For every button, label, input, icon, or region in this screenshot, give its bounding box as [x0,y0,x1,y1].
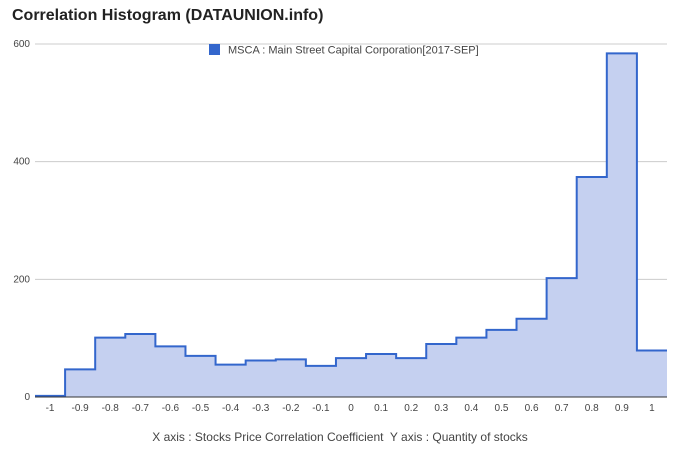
x-tick-label: -0.8 [102,403,120,414]
histogram-fill [35,53,667,398]
y-tick-label: 600 [13,39,30,50]
x-tick-label: -0.1 [312,403,330,414]
x-tick-label: -0.5 [192,403,210,414]
histogram-bin[interactable] [185,356,215,397]
histogram-bin[interactable] [547,278,577,397]
x-tick-label: -1 [46,403,55,414]
legend-swatch [209,44,220,55]
x-tick-label: 1 [649,403,655,414]
histogram-bin[interactable] [125,334,155,397]
x-tick-label: -0.3 [252,403,270,414]
x-tick-label: 0.5 [495,403,509,414]
x-tick-label: 0.4 [464,403,478,414]
x-axis-ticks: -1 -0.9 -0.8 -0.7 -0.6 -0.5 -0.4 -0.3 -0.2 -0.1 0 0… [46,403,656,414]
histogram-bin[interactable] [276,359,306,397]
histogram-bin[interactable] [486,330,516,397]
x-tick-label: 0.1 [374,403,388,414]
y-tick-label: 200 [13,274,30,285]
histogram-bin[interactable] [306,366,336,397]
chart-title: Correlation Histogram (DATAUNION.info) [12,7,324,24]
x-tick-label: -0.6 [162,403,180,414]
x-tick-label: 0.2 [404,403,418,414]
x-tick-label: -0.2 [282,403,300,414]
x-tick-label: 0.6 [525,403,539,414]
legend[interactable]: MSCA : Main Street Capital Corporation[2… [209,44,479,57]
histogram-bin[interactable] [607,53,637,397]
histogram-area [35,52,667,398]
x-axis-caption: X axis : Stocks Price Correlation Coeffi… [152,430,528,444]
histogram-bin[interactable] [366,354,396,397]
x-tick-label: 0.7 [555,403,569,414]
x-tick-label: -0.9 [72,403,90,414]
y-tick-label: 0 [24,392,30,403]
x-tick-label: -0.4 [222,403,240,414]
histogram-bin[interactable] [426,344,456,397]
histogram-bin[interactable] [155,346,185,397]
x-tick-label: 0 [348,403,354,414]
histogram-bin[interactable] [517,319,547,397]
x-tick-label: 0.8 [585,403,599,414]
histogram-bin[interactable] [456,338,486,397]
histogram-bin[interactable] [216,365,246,397]
histogram-bin[interactable] [577,177,607,397]
histogram-line [35,52,667,397]
y-tick-label: 400 [13,157,30,168]
histogram-bin[interactable] [95,338,125,397]
x-tick-label: -0.7 [132,403,150,414]
legend-label: MSCA : Main Street Capital Corporation[2… [228,45,479,57]
histogram-bin[interactable] [336,358,366,397]
histogram-bin[interactable] [637,351,667,397]
histogram-bin[interactable] [246,361,276,397]
y-axis-ticks: 0 200 400 600 [13,39,30,403]
histogram-bin[interactable] [396,358,426,397]
x-tick-label: 0.9 [615,403,629,414]
histogram-bin[interactable] [65,369,95,397]
x-tick-label: 0.3 [434,403,448,414]
